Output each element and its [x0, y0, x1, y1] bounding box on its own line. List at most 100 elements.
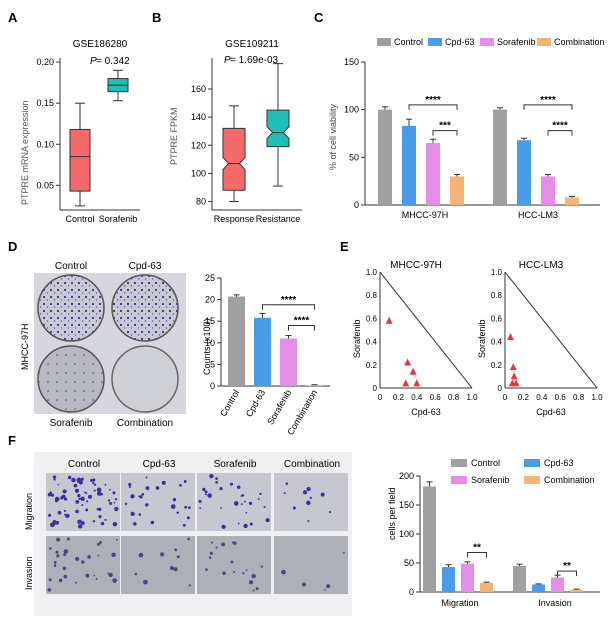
stained-cell: [215, 546, 218, 549]
stained-cell: [307, 520, 310, 522]
x-tick-label: 0: [378, 393, 383, 402]
panel-f-ylabel: cells per field: [387, 487, 397, 540]
data-point: [510, 372, 518, 380]
stained-cell: [53, 478, 56, 481]
legend-swatch: [451, 476, 467, 484]
stained-cell: [160, 552, 165, 557]
isobologram-xlabel: Cpd-63: [536, 407, 566, 417]
legend-label: Combination: [554, 37, 605, 47]
data-point: [509, 363, 517, 371]
y-tick-label: 200: [399, 471, 414, 481]
y-tick-label: 80: [196, 197, 206, 207]
significance-label: ****: [281, 295, 297, 306]
y-tick-label: 0.6: [366, 314, 378, 323]
stained-cell: [87, 555, 91, 559]
micro-row-label: Invasion: [24, 556, 34, 590]
x-tick-label: 0.4: [411, 393, 423, 402]
significance-label: ****: [294, 316, 310, 327]
significance-label: **: [473, 543, 481, 554]
legend-label: Cpd-63: [544, 458, 574, 468]
stained-cell: [73, 483, 78, 488]
bar: [570, 589, 583, 592]
stained-cell: [63, 497, 68, 501]
stained-cell: [252, 589, 255, 592]
stained-cell: [251, 573, 256, 579]
stained-cell: [92, 481, 95, 485]
stained-cell: [187, 537, 190, 541]
significance-label: **: [563, 561, 571, 572]
y-tick-label: 0.8: [491, 291, 503, 300]
y-tick-label: 0.10: [36, 139, 54, 149]
panel-c-group-label: HCC-LM3: [518, 210, 558, 220]
data-point: [409, 367, 417, 375]
stained-cell: [50, 493, 55, 497]
bar: [493, 109, 507, 205]
x-tick-label: 0.2: [393, 393, 405, 402]
stained-cell: [240, 503, 243, 505]
stained-cell: [86, 500, 89, 503]
stained-cell: [81, 521, 85, 526]
stained-cell: [309, 496, 312, 499]
y-tick-label: 100: [399, 529, 414, 539]
stained-cell: [150, 520, 155, 525]
significance-bracket: [408, 104, 458, 110]
legend-swatch: [377, 38, 391, 46]
significance-label: ****: [552, 121, 568, 132]
y-tick-label: 0: [354, 200, 359, 210]
stained-cell: [139, 495, 143, 499]
stained-cell: [221, 542, 226, 547]
stained-cell: [87, 494, 93, 499]
panel-a: A GSE186280 P = 0.342 PTPRE mRNA express…: [8, 10, 140, 224]
bar: [426, 143, 440, 205]
additivity-line: [379, 271, 473, 389]
stained-cell: [57, 510, 62, 515]
stained-cell: [77, 519, 82, 524]
y-tick-label: 0.05: [36, 180, 54, 190]
stained-cell: [104, 518, 107, 521]
stained-cell: [93, 574, 96, 577]
bar: [306, 385, 323, 386]
stained-cell: [232, 541, 237, 545]
stained-cell: [263, 505, 266, 509]
panel-d-row-label: MHCC-97H: [20, 323, 30, 370]
panel-f: F Control Cpd-63 Sorafenib Combination M…: [8, 433, 600, 616]
isobologram-title: HCC-LM3: [519, 260, 564, 271]
stained-cell: [98, 507, 102, 511]
stained-cell: [108, 572, 113, 578]
legend-label: Sorafenib: [471, 475, 510, 485]
stained-cell: [209, 474, 214, 479]
stained-cell: [112, 491, 116, 495]
stained-cell: [248, 501, 253, 506]
stained-cell: [183, 480, 187, 483]
stained-cell: [84, 491, 86, 494]
stained-cell: [326, 584, 331, 589]
stained-cell: [80, 496, 85, 501]
stained-cell: [55, 520, 60, 525]
stained-cell: [109, 501, 113, 505]
x-tick-label: 0.2: [518, 393, 530, 402]
stained-cell: [184, 505, 188, 509]
stained-cell: [56, 537, 61, 542]
plate-label: Sorafenib: [50, 418, 93, 429]
legend-swatch: [524, 459, 540, 467]
stained-cell: [257, 498, 260, 500]
stained-cell: [77, 493, 81, 498]
bar: [402, 125, 416, 205]
y-tick-label: 10: [205, 338, 215, 348]
stained-cell: [188, 506, 191, 510]
y-tick-label: 1.0: [491, 268, 503, 277]
stained-cell: [285, 482, 289, 485]
stained-cell: [63, 509, 67, 512]
stained-cell: [99, 541, 102, 544]
stained-cell: [176, 511, 179, 515]
panel-c: C Control Cpd-63 Sorafenib Combination % of…: [314, 10, 605, 220]
bar: [541, 176, 555, 205]
stained-cell: [249, 522, 253, 526]
stained-cell: [283, 492, 286, 495]
panel-b: B GSE109211 P = 1.69e-03 PTPRE FPKM 80 10…: [152, 10, 302, 224]
panel-letter-d: D: [8, 239, 17, 254]
stained-cell: [96, 508, 99, 511]
stained-cell: [220, 507, 222, 509]
stained-cell: [243, 523, 248, 529]
stained-cell: [54, 499, 58, 503]
